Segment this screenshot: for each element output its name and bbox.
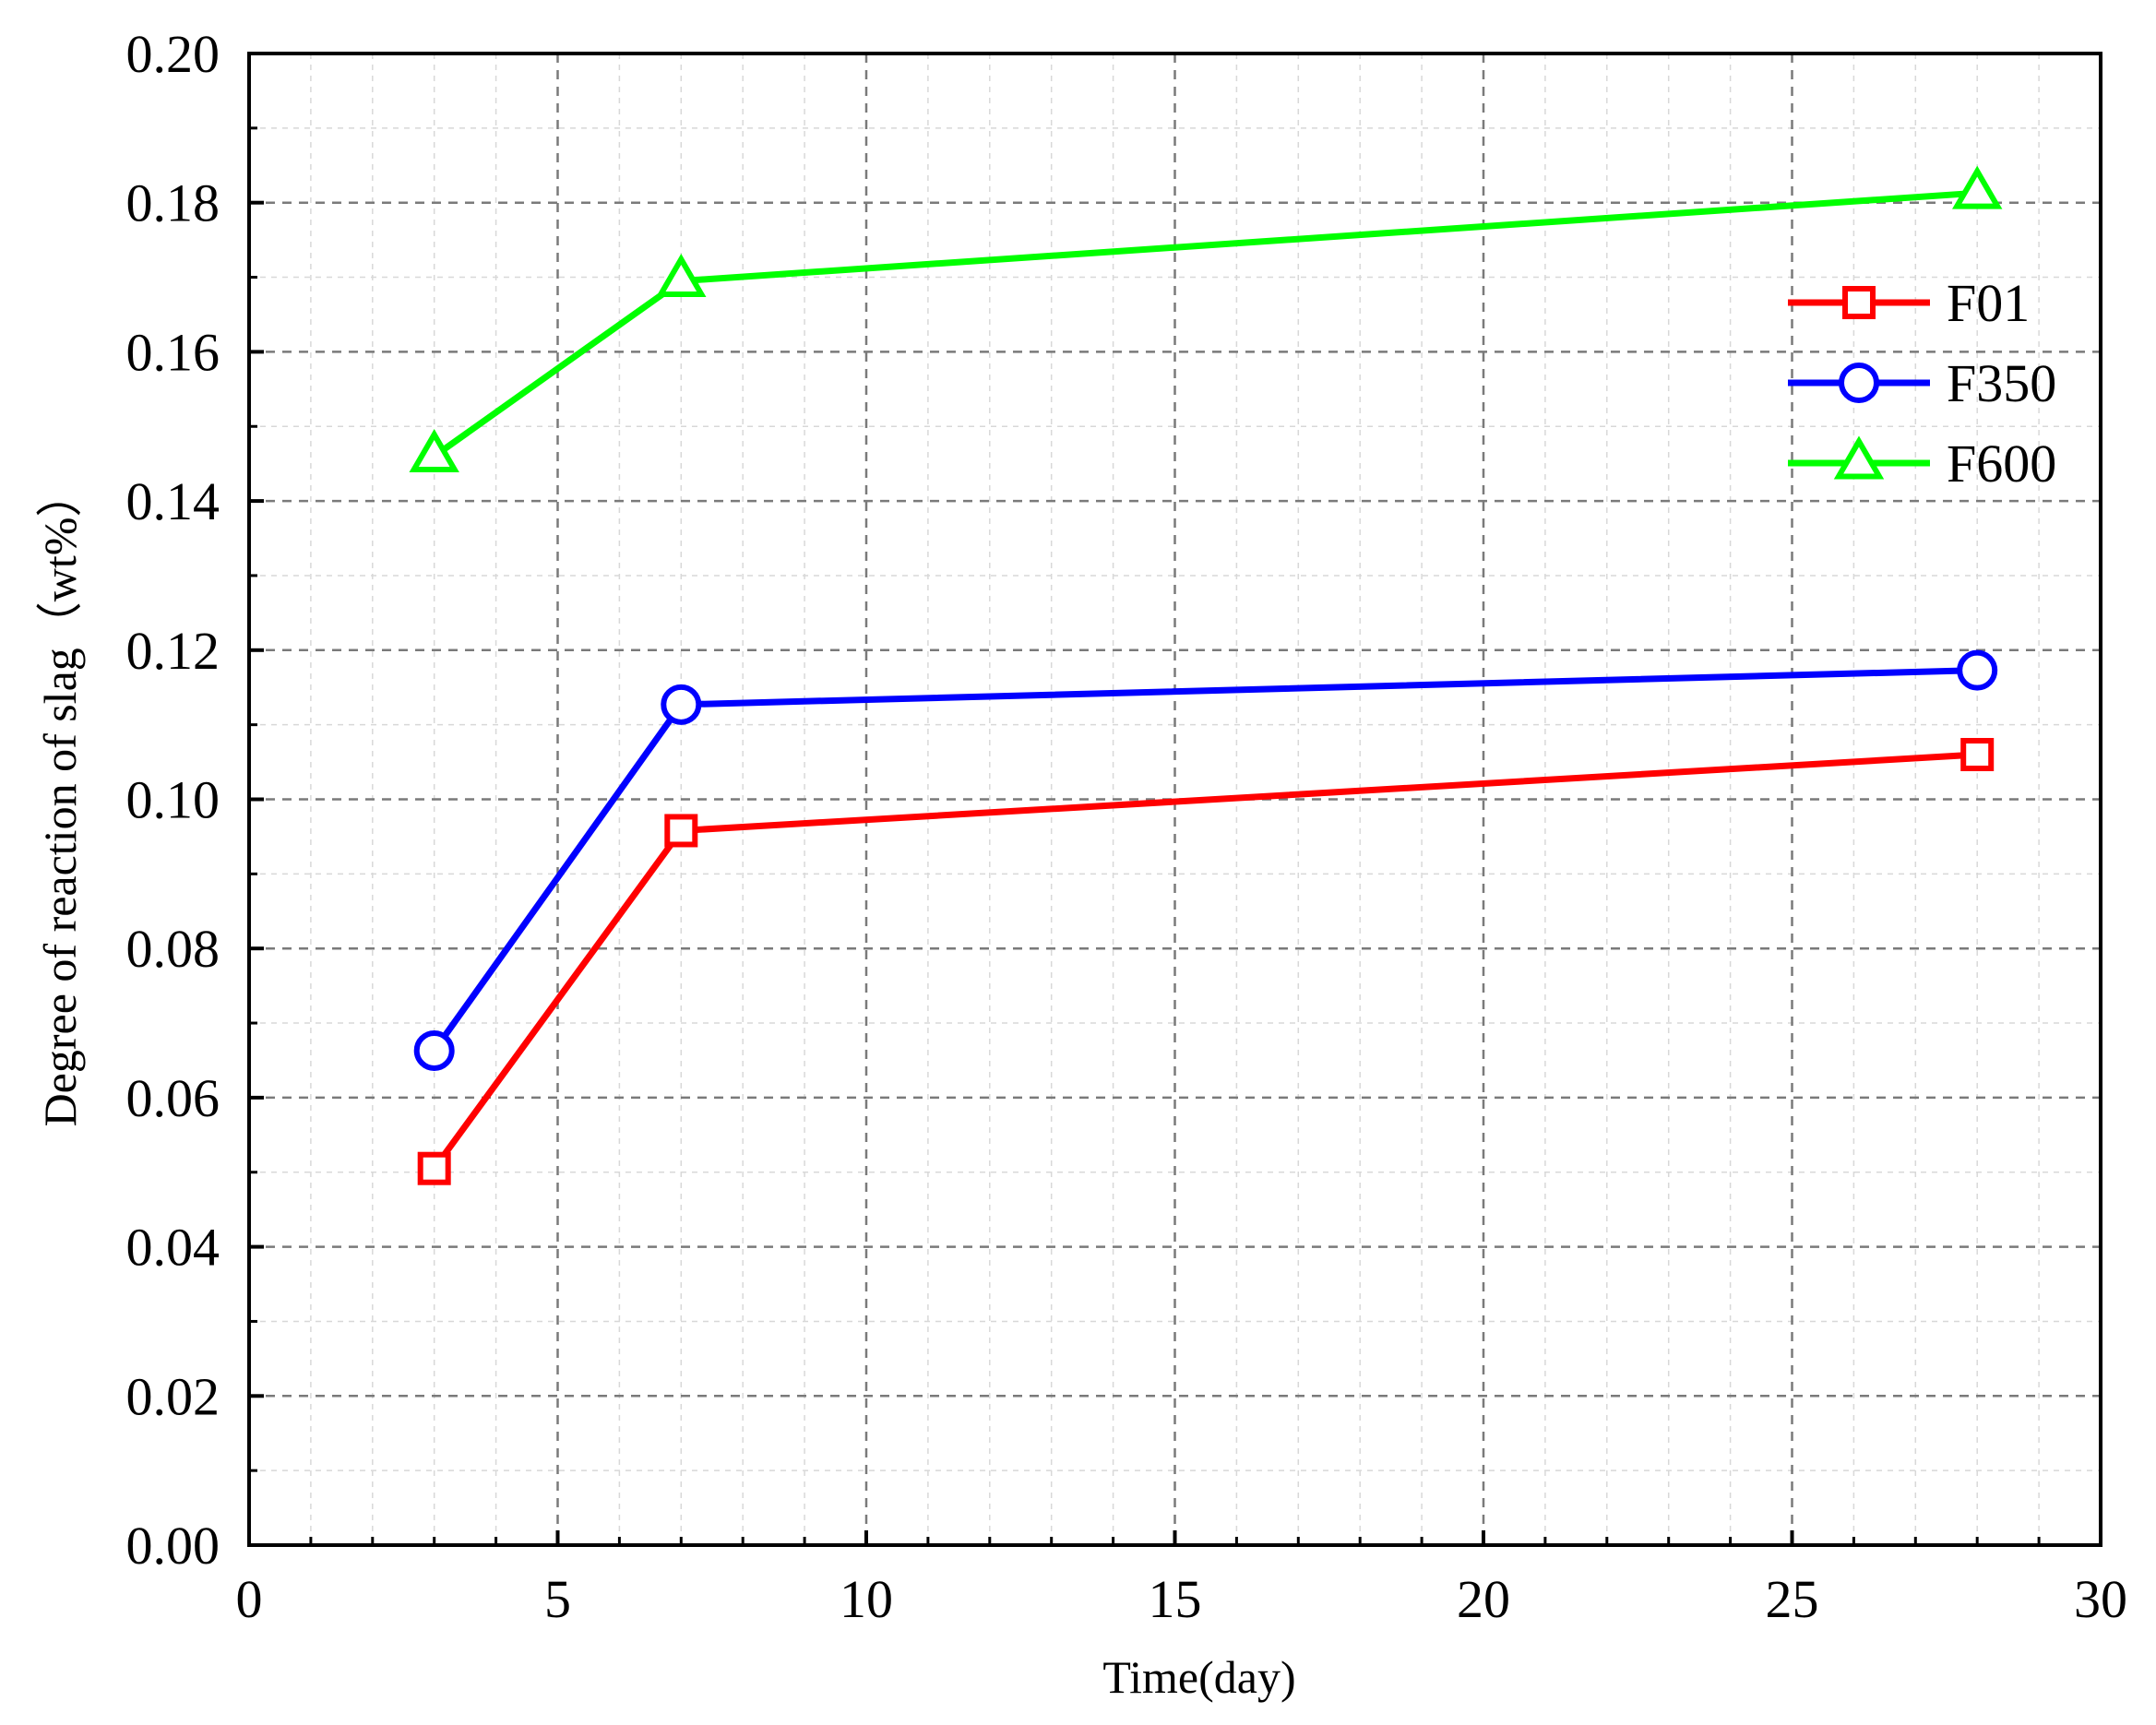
series-f350 (413, 649, 1998, 1071)
axes: 0 5 10 15 20 25 30 0.00 0.02 0.04 0.06 0.08 0.10 0.12… (126, 24, 2128, 1629)
y-tick-label: 0.12 (126, 621, 220, 681)
y-tick-label: 0.10 (126, 770, 220, 830)
y-tick-label: 0.16 (126, 322, 220, 382)
series-f600 (409, 165, 2003, 473)
series-line (431, 667, 1978, 1053)
x-tick-label: 25 (1766, 1569, 1819, 1629)
y-tick-label: 0.08 (126, 919, 220, 979)
data-point (1957, 649, 1998, 691)
y-tick-label: 0.20 (126, 24, 220, 84)
legend: F01 F350 F600 (1788, 273, 2056, 494)
legend-item-f01: F01 (1788, 273, 2030, 333)
y-tick-label: 0.00 (126, 1516, 220, 1576)
y-tick-label: 0.06 (126, 1068, 220, 1128)
legend-label: F350 (1947, 353, 2056, 413)
legend-label: F600 (1947, 434, 2056, 494)
series-f01 (417, 737, 1995, 1185)
y-tick-label: 0.04 (126, 1218, 220, 1278)
legend-marker (1842, 286, 1876, 319)
legend-item-f600: F600 (1788, 434, 2056, 494)
data-point (413, 1029, 455, 1071)
x-axis-title: Time(day) (1102, 1651, 1295, 1703)
data-point (661, 684, 702, 725)
y-tick-label: 0.02 (126, 1366, 220, 1426)
series-group (409, 165, 2003, 1185)
data-point (1960, 737, 1995, 771)
data-point (656, 254, 707, 298)
legend-marker (1833, 435, 1885, 480)
x-tick-label: 5 (544, 1569, 571, 1629)
data-point (409, 429, 459, 473)
legend-label: F01 (1947, 273, 2030, 333)
y-tick-label: 0.18 (126, 173, 220, 233)
x-tick-label: 20 (1457, 1569, 1510, 1629)
x-tick-label: 15 (1149, 1569, 1202, 1629)
x-tick-label: 30 (2074, 1569, 2127, 1629)
series-line (432, 189, 1978, 459)
y-axis-title: Degree of reaction of slag（wt%） (34, 471, 86, 1127)
legend-item-f350: F350 (1788, 353, 2056, 413)
data-point (417, 1151, 451, 1185)
x-tick-label: 0 (236, 1569, 263, 1629)
y-tick-label: 0.14 (126, 471, 220, 531)
legend-marker (1839, 363, 1879, 403)
data-point (664, 814, 698, 848)
data-point (1951, 165, 2003, 209)
x-tick-label: 10 (840, 1569, 893, 1629)
